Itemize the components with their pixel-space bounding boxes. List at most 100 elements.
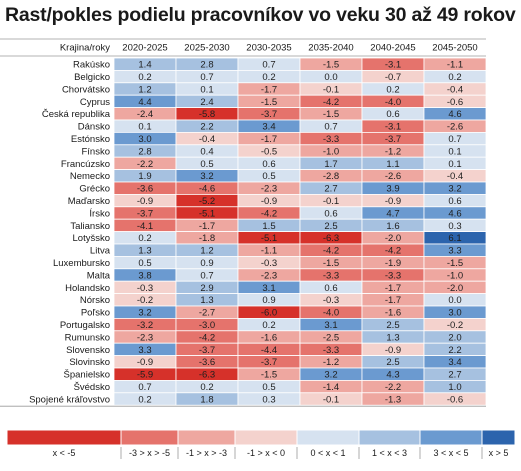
cell-value: -1.8 [199,233,215,244]
cell-value: 3.3 [448,246,461,257]
cell-value: 1.3 [138,246,151,257]
row-label: Cyprus [80,97,110,108]
cell-value: -4.2 [323,97,339,108]
cell-value: -4.2 [323,246,339,257]
cell-value: -0.4 [447,84,463,95]
cell-value: -0.6 [447,394,463,405]
cell-value: -3.7 [385,134,401,145]
cell-value: 2.7 [448,370,461,381]
cell-value: -2.7 [199,308,215,319]
legend-label: 1 < x < 3 [372,448,407,458]
cell-value: -3.7 [261,109,277,120]
column-header: 2040-2045 [370,43,415,54]
cell-value: -5.1 [199,208,215,219]
cell-value: 0.7 [324,122,337,133]
cell-value: 1.3 [386,332,399,343]
cell-value: -1.5 [261,97,277,108]
cell-value: 3.1 [324,320,337,331]
cell-value: -2.3 [137,332,153,343]
row-label: Dánsko [78,122,110,133]
row-label: Rumunsko [65,332,110,343]
cell-value: -2.6 [385,171,401,182]
column-header: 2045-2050 [432,43,477,54]
row-label: Švédsko [74,382,110,393]
cell-value: 2.2 [200,122,213,133]
cell-value: 0.1 [138,122,151,133]
legend-label: -3 > x > -5 [129,448,170,458]
cell-value: -4.2 [199,332,215,343]
cell-value: 0.6 [448,196,461,207]
cell-value: -2.5 [323,332,339,343]
cell-value: 0.9 [262,295,275,306]
cell-value: 2.2 [448,345,461,356]
cell-value: -1.5 [323,60,339,71]
cell-value: -0.9 [261,196,277,207]
cell-value: -4.6 [199,184,215,195]
cell-value: -0.5 [261,146,277,157]
cell-value: -0.9 [137,196,153,207]
cell-value: 0.4 [200,146,213,157]
chart-title: Rast/pokles podielu pracovníkov vo veku … [5,4,516,26]
cell-value: -1.4 [323,382,339,393]
cell-value: -1.9 [385,258,401,269]
cell-value: 2.8 [138,146,151,157]
row-label: Chorvátsko [62,84,110,95]
cell-value: -5.2 [199,196,215,207]
row-header-label: Krajina/roky [60,43,110,54]
cell-value: 3.3 [138,345,151,356]
cell-value: -3.7 [137,208,153,219]
row-label: Nórsko [80,295,110,306]
row-label: Rakúsko [73,60,110,71]
cell-value: 0.3 [448,221,461,232]
cell-value: 6.1 [448,233,461,244]
cell-value: -2.0 [385,233,401,244]
cell-value: -0.4 [199,134,215,145]
cell-value: -0.3 [137,283,153,294]
cell-value: 0.7 [200,270,213,281]
cell-value: 3.2 [324,370,337,381]
cell-value: 3.0 [448,308,461,319]
cell-value: -0.2 [447,320,463,331]
cell-value: -3.7 [261,357,277,368]
cell-value: 1.7 [324,159,337,170]
cell-value: 0.3 [262,394,275,405]
row-label: Nemecko [70,171,110,182]
cell-value: -4.4 [261,345,277,356]
cell-value: 0.6 [386,109,399,120]
row-label: Španielsko [64,370,110,381]
row-label: Slovensko [66,345,110,356]
cell-value: -4.0 [323,308,339,319]
legend-swatch [419,429,483,446]
legend-label: x < -5 [53,448,76,458]
cell-value: 0.2 [138,233,151,244]
heatmap-cell [423,392,487,406]
cell-value: -3.3 [323,270,339,281]
cell-value: 0.5 [138,258,151,269]
cell-value: 0.1 [448,146,461,157]
cell-value: 1.0 [448,382,461,393]
cell-value: -2.4 [137,109,153,120]
cell-value: -1.2 [385,146,401,157]
legend-label: 0 < x < 1 [310,448,345,458]
cell-value: -1.7 [385,295,401,306]
cell-value: -3.1 [385,122,401,133]
cell-value: -1.6 [261,332,277,343]
cell-value: -0.9 [385,196,401,207]
row-label: Fínsko [81,146,110,157]
row-label: Spojené kráľovstvo [29,394,110,405]
cell-value: -5.9 [137,370,153,381]
row-label: Česká republika [42,109,111,120]
cell-value: -1.7 [385,283,401,294]
cell-value: 0.6 [262,159,275,170]
cell-value: -0.1 [323,196,339,207]
cell-value: -4.0 [385,97,401,108]
cell-value: -6.3 [323,233,339,244]
cell-value: 0.2 [138,72,151,83]
cell-value: 0.7 [262,60,275,71]
cell-value: 2.8 [200,60,213,71]
cell-value: 0.7 [448,134,461,145]
cell-value: 0.2 [138,394,151,405]
row-label: Luxembursko [53,258,110,269]
cell-value: 1.5 [262,221,275,232]
